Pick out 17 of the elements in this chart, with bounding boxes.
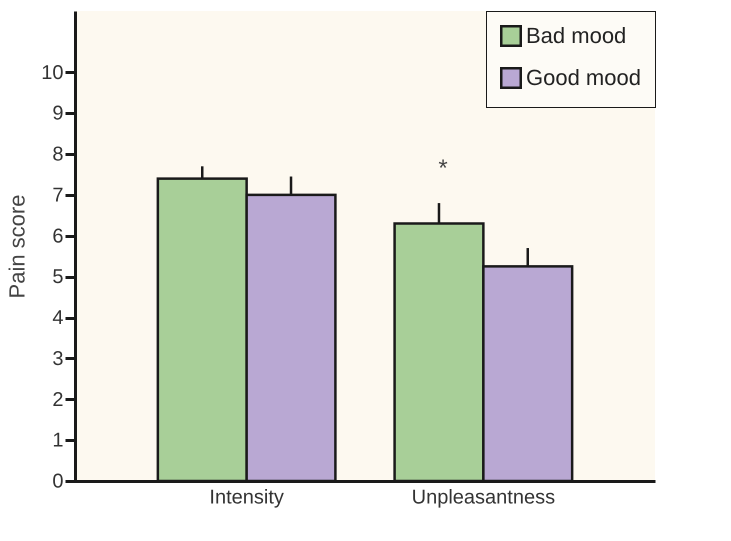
y-tick-label: 1 — [52, 430, 64, 452]
x-tick-label: Unpleasantness — [412, 486, 556, 508]
y-tick-label: 4 — [52, 307, 64, 330]
x-tick-label: Intensity — [209, 486, 284, 508]
y-tick-label: 10 — [41, 62, 64, 84]
y-tick-label: 5 — [52, 266, 64, 288]
y-axis-title: Pain score — [4, 194, 30, 298]
y-tick-label: 3 — [52, 348, 64, 370]
y-tick-label: 8 — [52, 144, 64, 166]
y-tick-label: 0 — [52, 470, 64, 492]
y-tick-label: 9 — [52, 102, 64, 125]
y-tick-label: 6 — [52, 225, 64, 248]
y-tick-label: 2 — [52, 388, 64, 411]
legend-label: Bad mood — [526, 23, 626, 48]
annotation: * — [438, 155, 448, 182]
legend-label: Good mood — [526, 65, 641, 90]
y-tick-label: 7 — [52, 184, 64, 206]
